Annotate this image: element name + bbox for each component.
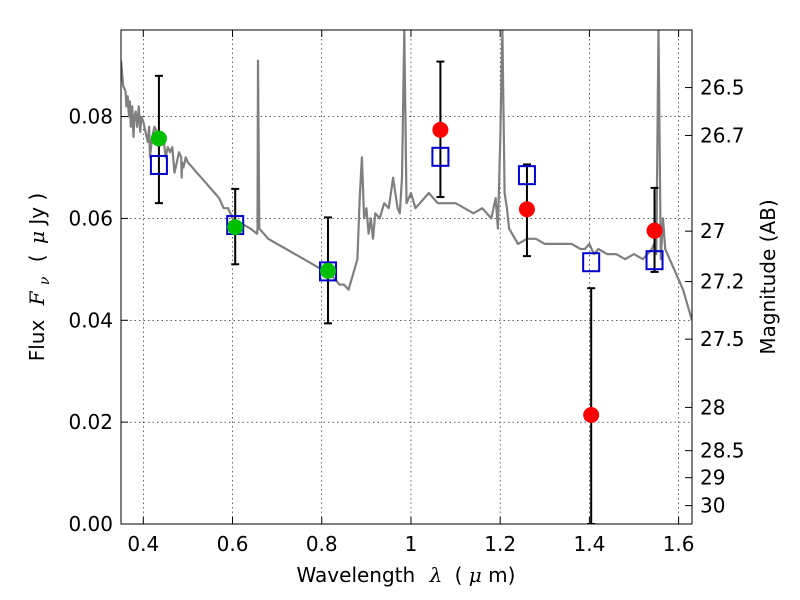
data-point-marker [319,262,336,279]
x-tick-label: 1.2 [484,532,516,556]
y-axis-ticks: 0.00 0.02 0.04 0.06 0.08 [68,105,128,536]
model-square-marker [318,261,337,282]
y-axis-label-text: Flux [25,320,49,362]
right-tick-label: 26.5 [700,76,745,100]
y-axis-label-subscript: ν [37,276,53,285]
right-tick-label: 29 [700,466,725,490]
x-axis-ticks: 0.4 0.6 0.8 1 1.2 1.4 1.6 [127,30,695,556]
x-axis-label-unit-rest: m) [488,563,515,587]
x-axis-label-symbol: λ [429,563,443,587]
right-tick-label: 26.7 [700,123,745,147]
data-point-marker [227,219,244,236]
model-square-marker [431,146,450,167]
y-tick-label: 0.06 [68,206,113,230]
x-tick-label: 0.8 [306,532,338,556]
model-square-marker [149,154,168,175]
data-point-marker [518,201,535,218]
x-axis-label: Wavelength λ ( μ m) [297,563,516,587]
y-tick-label: 0.00 [68,512,113,536]
y-tick-label: 0.08 [68,105,113,129]
x-tick-label: 1 [405,532,418,556]
y-axis-label-unit-mu: μ [25,231,49,244]
data-point-marker [583,407,600,424]
y-axis-label-symbol: F [25,290,49,306]
data-point-marker [646,222,663,239]
x-tick-label: 1.6 [663,532,695,556]
model-square-marker [517,165,536,186]
x-axis-label-text: Wavelength [297,563,416,587]
y-tick-label: 0.04 [68,308,113,332]
right-tick-label: 30 [700,494,725,518]
model-square-marker [582,252,601,273]
right-axis-ticks: 26.5 26.7 27 27.2 27.5 28 28.5 29 30 [685,76,745,518]
y-tick-label: 0.02 [68,410,113,434]
data-point-marker [150,130,167,147]
y-axis-label-unit-rest: Jy ) [25,193,49,227]
x-tick-label: 0.6 [217,532,249,556]
y-axis-label-unit-open: ( [25,254,49,262]
right-tick-label: 27.5 [700,327,745,351]
data-point-marker [432,121,449,138]
x-axis-label-unit-mu: μ [469,563,482,587]
plot-frame [120,29,693,525]
right-axis-label: Magnitude (AB) [756,199,780,354]
plot-background [121,30,692,524]
x-tick-label: 1.4 [573,532,605,556]
right-tick-label: 28 [700,395,725,419]
x-tick-label: 0.4 [127,532,159,556]
x-axis-label-unit-open: ( [455,563,463,587]
data-markers [149,121,664,424]
right-tick-label: 27.2 [700,270,745,294]
model-square-marker [645,250,664,271]
right-tick-label: 28.5 [700,439,745,463]
y-axis-label: Flux F ν ( μ Jy ) [25,193,54,362]
right-tick-label: 27 [700,219,725,243]
